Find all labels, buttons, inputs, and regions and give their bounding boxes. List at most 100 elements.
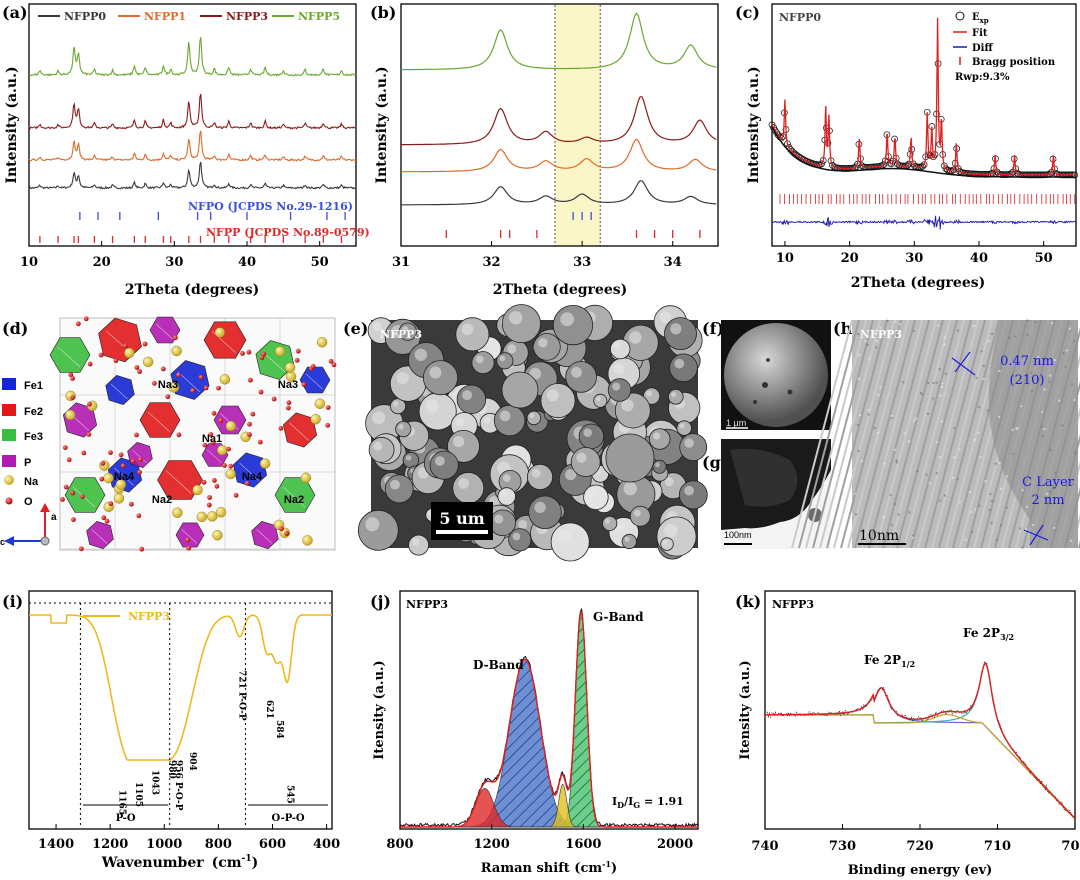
panel-c-label: (c) — [735, 3, 760, 22]
na-atom-4 — [259, 458, 271, 469]
o-atom-82 — [310, 364, 316, 369]
refinement-exp-point-216 — [880, 161, 888, 168]
sem-particle-84 — [629, 505, 651, 527]
panel-k-frame — [764, 590, 1076, 830]
sem-particle-131 — [489, 509, 517, 537]
na-atom-31 — [115, 479, 127, 490]
panel-a-references — [39, 212, 346, 243]
sem-particle-37 — [456, 384, 487, 415]
xps-raw-data — [764, 660, 1075, 818]
o-atom-14 — [63, 484, 69, 490]
refinement-background — [771, 126, 1075, 178]
hrtem-noise-106 — [932, 381, 935, 385]
panel-c: (c) NFPP0 Exp Fit Diff Bragg position Rw… — [735, 3, 1079, 291]
sem-particle-115 — [570, 447, 601, 477]
hrtem-noise-79 — [998, 462, 1001, 465]
xps-component-fe12 — [765, 687, 1075, 819]
panel-j-g-band: G-Band — [593, 610, 644, 624]
o-atom-15 — [328, 358, 334, 364]
hrtem-noise-50 — [1005, 475, 1009, 478]
hrtem-noise-3 — [1069, 539, 1073, 542]
axis-c-arrowhead — [4, 536, 14, 546]
sem-particle-highlight-71 — [565, 469, 577, 481]
hrtem-noise-82 — [998, 415, 1001, 419]
sem-particle-highlight-37 — [462, 390, 473, 401]
sem-particle-highlight-108 — [425, 399, 439, 413]
refinement-exp-point-174 — [858, 162, 866, 170]
o-atom-85 — [137, 369, 143, 374]
panel-b: (b) 31 32 33 34 2Theta (degrees) Intensity … — [370, 3, 719, 298]
hrtem-noise-98 — [856, 423, 860, 427]
i-tick-800: 800 — [205, 837, 232, 852]
hrtem-noise-132 — [1054, 471, 1057, 475]
sem-particle-64 — [357, 509, 399, 551]
hrtem-noise-107 — [936, 324, 940, 327]
refinement-diff-line — [772, 215, 1076, 230]
polyhedron-edge-20 — [206, 449, 222, 464]
hrtem-noise-56 — [975, 376, 978, 380]
sem-particle-112 — [533, 333, 561, 361]
hrtem-noise-0 — [879, 326, 882, 329]
sem-particle-highlight-114 — [502, 474, 511, 482]
o-atom-62 — [226, 446, 231, 452]
hrtem-noise-72 — [882, 515, 885, 519]
hrtem-noise-149 — [1072, 339, 1076, 343]
legend-fe1-swatch — [2, 378, 16, 390]
sem-particle-highlight-136 — [596, 396, 601, 402]
o-atom-59 — [176, 372, 182, 378]
na-atom-3 — [284, 362, 296, 373]
legend-o: O — [24, 496, 33, 508]
o-atom-76 — [87, 401, 92, 407]
o-atom-52 — [325, 422, 331, 428]
sem-particle-highlight-3 — [664, 477, 674, 487]
sem-particle-highlight-123 — [571, 366, 582, 378]
hrtem-noise-81 — [1064, 365, 1067, 368]
sem-particle-highlight-107 — [402, 326, 409, 332]
legend-p: P — [24, 457, 31, 469]
o-atom-58 — [76, 321, 81, 327]
b-tick-32: 32 — [483, 255, 501, 270]
o-atom-81 — [233, 492, 239, 498]
panel-c-legend-exp-marker — [955, 11, 965, 21]
hrtem-noise-96 — [1068, 327, 1072, 330]
na-atom-18 — [172, 507, 183, 518]
o-atom-86 — [104, 518, 110, 524]
hrtem-noise-123 — [938, 456, 941, 459]
hrtem-noise-75 — [860, 459, 864, 463]
o-atom-47 — [214, 483, 220, 489]
hrtem-noise-87 — [972, 324, 975, 328]
polyhedron-edge-13 — [114, 467, 134, 486]
o-atom-53 — [136, 513, 142, 519]
na-atom-11 — [225, 420, 237, 432]
j-tick-2000: 2000 — [657, 837, 693, 852]
xrd-zoom-series-nfpp1 — [400, 138, 717, 173]
hrtem-fringe-18 — [917, 319, 979, 549]
polyhedron-edge-18 — [181, 529, 198, 544]
sem-particle-highlight-64 — [365, 517, 380, 532]
c-tick-10: 10 — [776, 251, 794, 266]
panel-b-y-label: Intensity (a.u.) — [374, 66, 390, 183]
panel-j: (j) NFPP3 D-Band G-Band ID/IG = 1.91 800… — [370, 590, 699, 876]
sem-particle-103 — [501, 304, 541, 344]
panel-i-legend: NFPP3 — [128, 610, 170, 623]
hrtem-fringe-12 — [875, 319, 937, 549]
o-atom-27 — [134, 432, 139, 438]
polyhedron-fe2-4 — [203, 321, 247, 359]
na-atom-26 — [310, 414, 321, 425]
o-atom-55 — [201, 479, 207, 485]
o-atom-71 — [247, 432, 252, 437]
hrtem-noise-94 — [907, 440, 911, 443]
o-atom-22 — [295, 348, 301, 354]
panel-b-frame — [400, 3, 719, 247]
polyhedron-fe1-3 — [170, 360, 210, 400]
o-atom-43 — [87, 361, 93, 367]
hrtem-noise-49 — [943, 494, 946, 497]
hrtem-noise-85 — [939, 499, 942, 502]
hrtem-noise-119 — [1062, 352, 1065, 355]
hrtem-carbon-thickness: 2 nm — [1031, 493, 1064, 508]
na-atom-19 — [212, 530, 223, 541]
sem-particle-106 — [528, 495, 562, 529]
hrtem-noise-62 — [932, 397, 935, 400]
k-tick-710: 710 — [984, 839, 1011, 854]
hrtem-fringe-15 — [896, 319, 958, 549]
